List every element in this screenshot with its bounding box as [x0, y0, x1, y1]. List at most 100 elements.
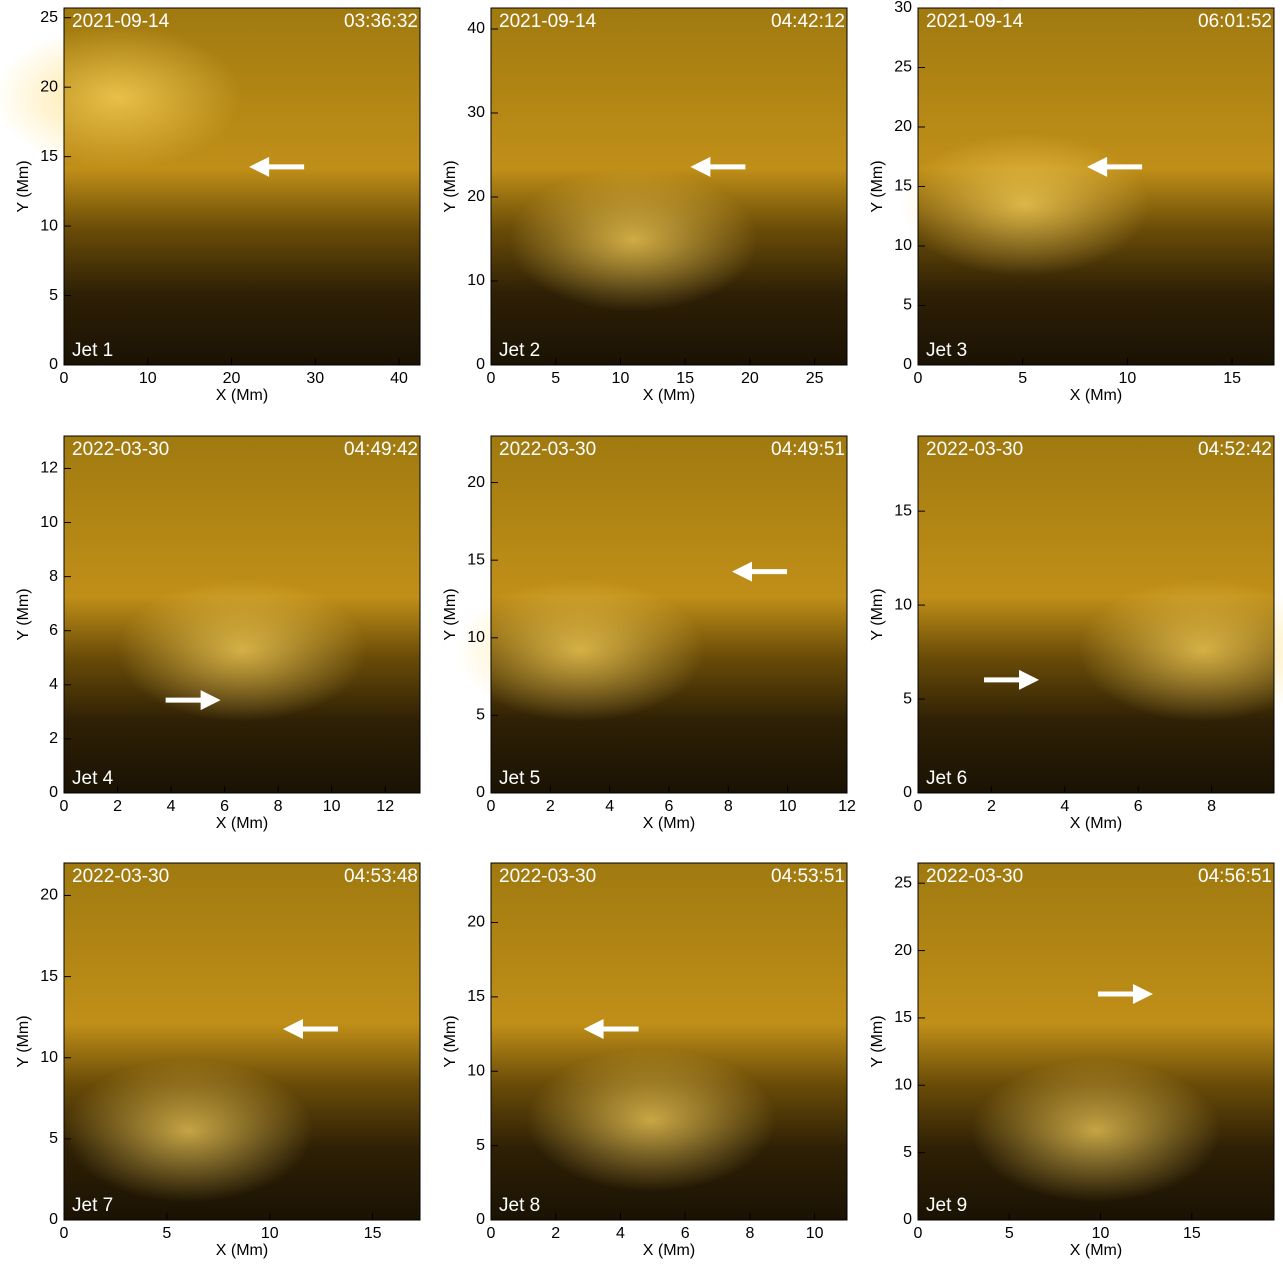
x-tick-label: 0	[487, 1225, 496, 1242]
jet-label: Jet 4	[72, 768, 114, 789]
y-axis-label: Y (Mm)	[442, 160, 459, 212]
jet-label: Jet 2	[499, 340, 540, 361]
y-tick-label: 5	[49, 287, 58, 304]
x-tick-label: 6	[1134, 798, 1143, 815]
y-tick-label: 20	[467, 474, 485, 491]
y-tick-label: 10	[467, 272, 485, 289]
y-tick-label: 5	[903, 297, 912, 314]
jet-label: Jet 7	[72, 1195, 113, 1216]
y-tick-label: 20	[40, 78, 58, 95]
y-tick-label: 40	[467, 20, 485, 37]
y-axis-label: Y (Mm)	[442, 1015, 459, 1067]
y-tick-label: 5	[903, 1144, 912, 1161]
x-tick-label: 30	[306, 370, 324, 387]
y-tick-label: 20	[894, 118, 912, 135]
jet-label: Jet 6	[926, 768, 967, 789]
x-tick-label: 6	[681, 1225, 690, 1242]
x-tick-label: 5	[551, 370, 560, 387]
y-tick-label: 20	[40, 887, 58, 904]
x-tick-label: 12	[376, 798, 394, 815]
bright-region	[900, 133, 1149, 276]
x-tick-label: 0	[60, 798, 69, 815]
x-axis-label: X (Mm)	[216, 815, 268, 832]
y-tick-label: 15	[894, 1009, 912, 1026]
time-label: 04:49:51	[771, 439, 845, 460]
x-tick-label: 5	[162, 1225, 171, 1242]
x-axis-label: X (Mm)	[216, 387, 268, 404]
y-tick-label: 0	[903, 1211, 912, 1228]
x-axis-label: X (Mm)	[216, 1242, 268, 1259]
y-tick-label: 8	[49, 568, 58, 585]
y-axis-label: Y (Mm)	[869, 588, 886, 640]
time-label: 03:36:32	[344, 11, 418, 32]
y-tick-label: 10	[894, 596, 912, 613]
x-tick-label: 20	[223, 370, 241, 387]
time-label: 04:53:51	[771, 866, 845, 887]
y-tick-label: 30	[467, 104, 485, 121]
y-tick-label: 15	[467, 551, 485, 568]
date-label: 2022-03-30	[499, 439, 596, 460]
date-label: 2021-09-14	[72, 11, 170, 32]
y-axis-label: Y (Mm)	[15, 1015, 32, 1067]
x-tick-label: 20	[741, 370, 759, 387]
panel: 05101505101520X (Mm)Y (Mm)2022-03-3004:5…	[15, 863, 420, 1259]
y-tick-label: 0	[903, 356, 912, 373]
y-tick-label: 10	[40, 514, 58, 531]
x-tick-label: 10	[806, 1225, 824, 1242]
x-axis-label: X (Mm)	[1070, 815, 1122, 832]
x-tick-label: 12	[838, 798, 856, 815]
jet-label: Jet 3	[926, 340, 967, 361]
y-tick-label: 25	[894, 874, 912, 891]
x-tick-label: 0	[487, 370, 496, 387]
x-tick-label: 0	[60, 1225, 69, 1242]
y-tick-label: 20	[894, 942, 912, 959]
y-tick-label: 10	[467, 629, 485, 646]
x-tick-label: 10	[323, 798, 341, 815]
x-axis-label: X (Mm)	[643, 1242, 695, 1259]
y-tick-label: 10	[894, 237, 912, 254]
x-tick-label: 4	[1060, 798, 1069, 815]
date-label: 2022-03-30	[72, 866, 169, 887]
y-tick-label: 10	[40, 217, 58, 234]
x-tick-label: 0	[60, 370, 69, 387]
x-tick-label: 40	[390, 370, 408, 387]
x-tick-label: 2	[113, 798, 122, 815]
bright-region	[971, 1059, 1220, 1202]
y-tick-label: 25	[894, 59, 912, 76]
y-axis-label: Y (Mm)	[869, 160, 886, 212]
bright-region	[64, 1059, 313, 1202]
x-tick-label: 15	[1223, 370, 1241, 387]
date-label: 2021-09-14	[499, 11, 597, 32]
y-tick-label: 15	[40, 968, 58, 985]
time-label: 04:49:42	[344, 439, 418, 460]
x-tick-label: 10	[1119, 370, 1137, 387]
x-tick-label: 2	[551, 1225, 560, 1242]
x-tick-label: 15	[1183, 1225, 1201, 1242]
x-tick-label: 8	[724, 798, 733, 815]
x-tick-label: 4	[605, 798, 614, 815]
y-tick-label: 5	[476, 707, 485, 724]
y-tick-label: 0	[903, 784, 912, 801]
x-tick-label: 10	[779, 798, 797, 815]
y-axis-label: Y (Mm)	[15, 160, 32, 212]
date-label: 2022-03-30	[499, 866, 596, 887]
x-tick-label: 4	[167, 798, 176, 815]
y-axis-label: Y (Mm)	[15, 588, 32, 640]
y-tick-label: 2	[49, 730, 58, 747]
x-tick-label: 0	[914, 798, 923, 815]
bright-region	[455, 579, 704, 722]
x-tick-label: 2	[546, 798, 555, 815]
x-tick-label: 8	[1207, 798, 1216, 815]
panel: 0510150510152025X (Mm)Y (Mm)2022-03-3004…	[869, 863, 1274, 1259]
y-tick-label: 10	[894, 1077, 912, 1094]
y-tick-label: 5	[476, 1137, 485, 1154]
bright-region	[527, 1049, 776, 1192]
x-axis-label: X (Mm)	[1070, 387, 1122, 404]
bright-region	[117, 579, 366, 722]
y-tick-label: 0	[49, 1211, 58, 1228]
y-tick-label: 15	[894, 502, 912, 519]
